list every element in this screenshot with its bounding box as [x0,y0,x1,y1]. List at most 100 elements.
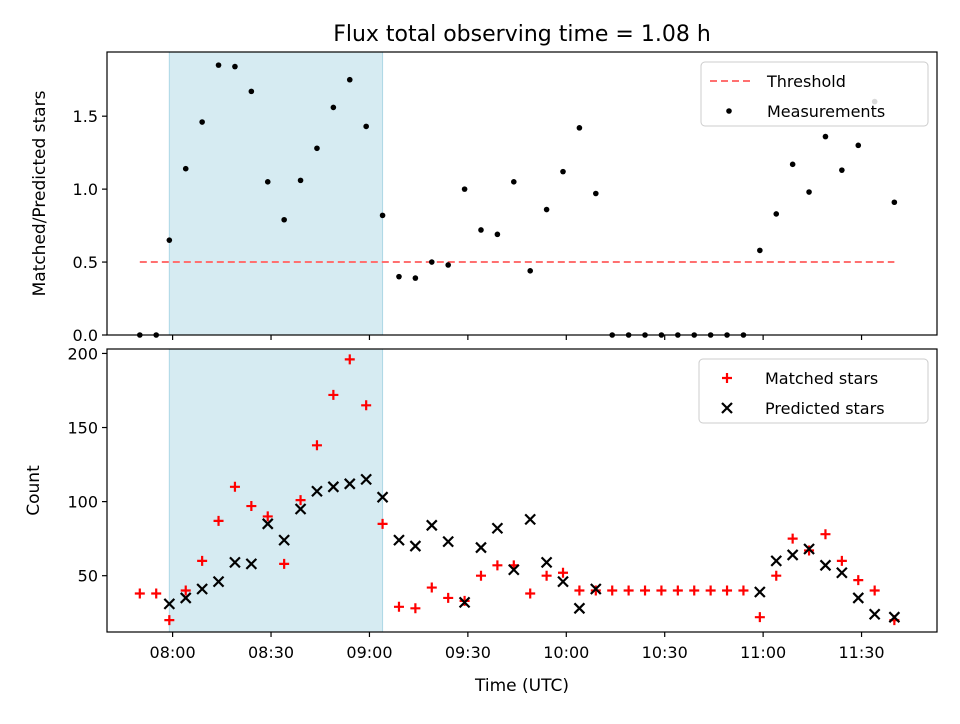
matched-star-point [475,570,486,581]
x-tick-label: 10:30 [642,643,688,662]
measurement-point [839,167,845,173]
predicted-star-point [376,491,389,503]
predicted-star-point [888,611,901,623]
predicted-star-point [573,602,586,615]
predicted-star-point [803,543,815,555]
measurement-point [510,179,517,185]
legend-label: Threshold [766,72,846,91]
predicted-star-point [294,503,307,515]
axes-frame [106,51,938,336]
matched-star-point [344,354,355,365]
predicted-star-point [245,558,258,570]
x-axis-label: Time (UTC) [474,676,569,696]
matched-star-point [134,588,145,599]
legend-box [698,358,929,424]
legend-label: Predicted stars [765,399,885,418]
y-tick-label: 1.0 [73,180,98,199]
measurement-point [412,275,419,281]
predicted-star-point [508,563,520,576]
flux-ratio-panel: 0.0 0.5 1.0 1.5 Matched/Predicted stars Thres… [30,51,938,345]
predicted-star-point [770,555,783,567]
star-count-panel: 50 100 150 200 08:00 08:30 09:00 09:30 10:00 10:3… [24,344,938,696]
measurement-point [330,104,337,111]
matched-star-point [213,515,224,526]
y-tick-label: 100 [67,493,98,512]
matched-star-point [197,555,208,566]
predicted-star-point [311,485,323,498]
predicted-star-point [179,592,192,604]
measurement-point [543,206,550,213]
matched-star-point [229,481,240,492]
measurement-point [379,212,386,219]
measurement-point [527,268,534,274]
matched-star-point [640,585,651,596]
y-tick-label: 0.0 [73,326,98,345]
legend-predicted-swatch [721,402,733,414]
y-axis-label: Matched/Predicted stars [30,90,50,296]
matched-star-point [151,588,162,599]
measurement-point [232,63,238,70]
predicted-star-point [196,583,208,595]
measurement-point [576,125,583,131]
matched-star-point [311,440,322,451]
measurement-point [363,123,369,130]
matched-star-point [574,585,585,596]
measurement-point [445,262,451,268]
measurement-point [593,190,599,197]
matched-star-point [754,612,765,623]
matched-star-point [738,585,749,596]
predicted-star-point [475,541,487,554]
predicted-star-point [868,608,881,620]
figure-title: Flux total observing time = 1.08 h [333,22,711,47]
matched-star-point [541,570,552,581]
measurement-point [396,273,402,280]
matched-star-point [623,585,634,596]
matched-star-point [722,585,733,596]
x-tick-label: 10:00 [543,643,589,662]
axes-frame [106,348,938,633]
predicted-star-point [163,598,176,610]
measurement-point [855,142,862,149]
predicted-star-point [557,575,569,588]
matched-star-point [410,603,421,614]
predicted-star-point [360,473,372,486]
matched-star-point [853,575,864,586]
measurement-point [281,216,287,223]
y-tick-label: 150 [67,419,98,438]
measurement-point [199,119,205,125]
predicted-star-point [212,575,225,588]
legend: Threshold Measurements [700,61,929,127]
measurement-point [789,161,796,168]
matched-star-point [836,555,847,566]
predicted-star-point [229,556,241,569]
predicted-star-point [442,535,454,548]
measurement-point [297,177,304,184]
measurement-point [314,145,320,152]
predicted-star-point [278,534,290,546]
predicted-star-point [836,566,848,579]
matched-star-point [820,529,831,540]
y-tick-label: 1.5 [73,107,98,126]
matched-star-point [180,585,191,596]
matched-star-point [689,585,700,596]
x-tick-label: 11:00 [740,643,786,662]
matched-star-point [607,585,618,596]
observing-span [168,51,384,336]
legend-matched-swatch [722,373,732,383]
predicted-star-point [590,583,602,595]
predicted-star-point [343,478,356,490]
measurement-point [822,133,829,140]
measurement-point [773,211,780,217]
measurement-point [461,186,468,192]
measurement-point [264,179,271,185]
legend-measurement-swatch [726,108,732,114]
predicted-star-point [786,549,799,561]
x-tick-label: 11:30 [838,643,884,662]
measurement-point [182,165,189,172]
matched-star-point [361,400,372,411]
legend-label: Matched stars [765,369,878,388]
matched-star-point [492,560,503,571]
matched-star-point [393,601,404,612]
measurement-point [560,168,566,175]
